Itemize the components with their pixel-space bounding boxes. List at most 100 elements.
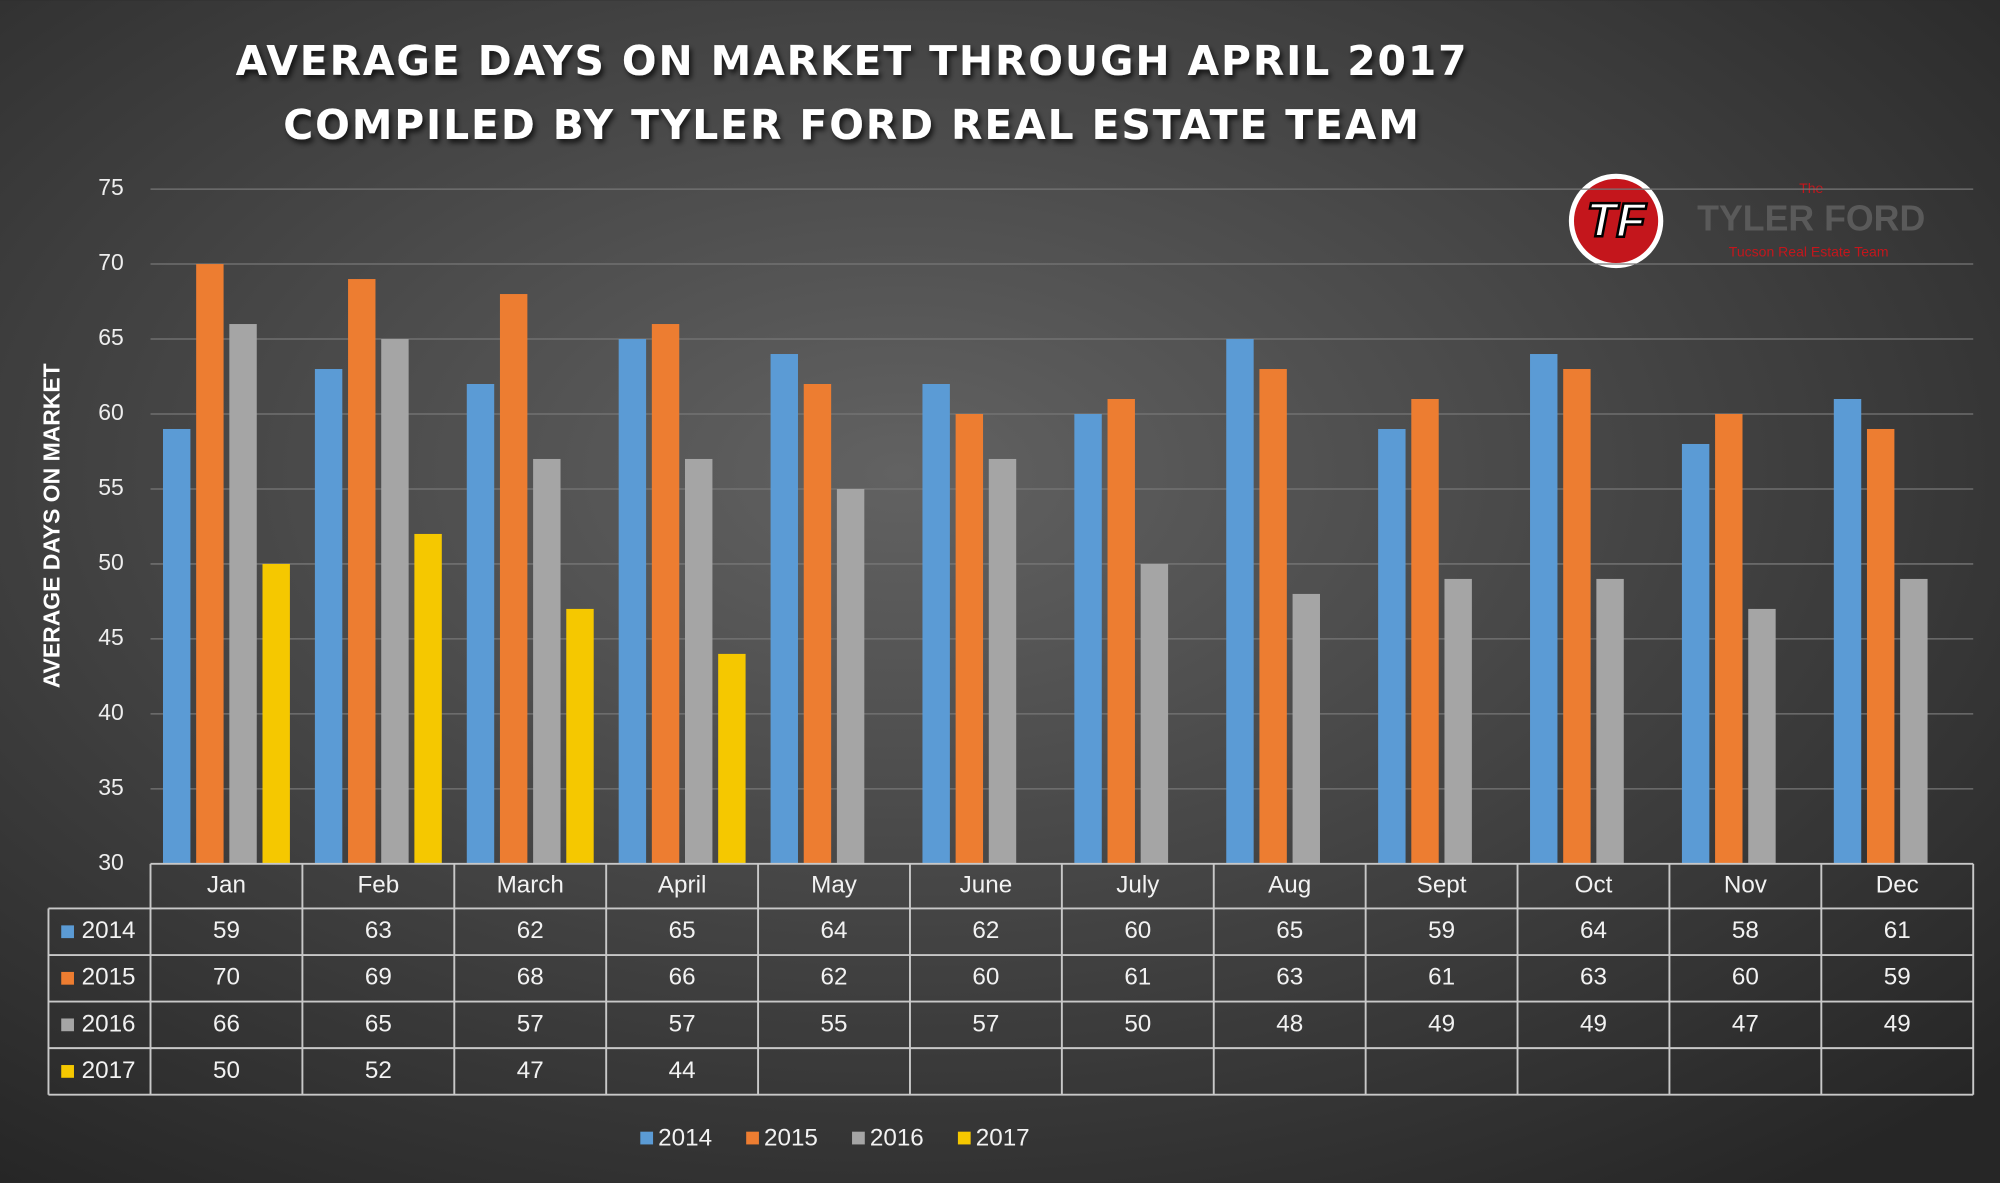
bar — [1596, 578, 1624, 864]
y-tick-label: 50 — [98, 549, 124, 575]
bar — [803, 384, 832, 864]
x-tick-label: Jan — [207, 872, 246, 899]
bar — [1107, 398, 1135, 864]
bar — [1900, 578, 1928, 864]
legend-swatch — [852, 1131, 865, 1145]
table-value: 70 — [213, 964, 240, 991]
table-value: 66 — [213, 1010, 240, 1037]
legend-swatch — [746, 1131, 759, 1145]
logo-name: TYLER FORD — [1697, 198, 1925, 238]
table-value: 61 — [1884, 917, 1911, 944]
table-value: 58 — [1732, 917, 1759, 944]
bar — [770, 354, 798, 864]
legend-label: 2015 — [764, 1125, 818, 1152]
x-tick-label: Aug — [1268, 872, 1311, 899]
x-tick-label: April — [658, 872, 706, 899]
y-tick-label: 60 — [98, 399, 124, 425]
table-value: 62 — [517, 917, 544, 944]
logo-tagline: Tucson Real Estate Team — [1729, 244, 1889, 260]
table-value: 60 — [1124, 917, 1151, 944]
table-value: 64 — [1580, 917, 1607, 944]
bar — [499, 294, 528, 864]
y-tick-label: 65 — [98, 324, 124, 350]
row-label: 2017 — [82, 1057, 136, 1084]
bar — [685, 458, 713, 864]
bar — [1140, 563, 1169, 864]
bar — [314, 369, 343, 864]
x-tick-label: May — [811, 872, 858, 899]
x-tick-label: Feb — [357, 872, 399, 899]
row-label: 2016 — [82, 1010, 136, 1037]
table-value: 44 — [669, 1057, 696, 1084]
bar — [466, 384, 495, 864]
table-value: 61 — [1124, 964, 1151, 991]
bar — [1563, 369, 1591, 864]
table-value: 49 — [1580, 1010, 1607, 1037]
bar — [1292, 593, 1320, 864]
chart-title: AVERAGE DAYS ON MARKET THROUGH APRIL 201… — [236, 37, 1469, 85]
bar — [1074, 413, 1102, 864]
bar — [955, 413, 984, 864]
table-value: 48 — [1276, 1010, 1303, 1037]
table-value: 69 — [365, 964, 392, 991]
bar — [1378, 428, 1406, 864]
bar — [1715, 413, 1743, 864]
bar — [1259, 369, 1287, 864]
x-tick-label: Nov — [1724, 872, 1768, 899]
legend-label: 2014 — [658, 1125, 712, 1152]
table-value: 59 — [1884, 964, 1911, 991]
table-value: 63 — [1580, 964, 1607, 991]
table-value: 66 — [669, 964, 696, 991]
y-tick-label: 40 — [98, 699, 124, 725]
table-value: 64 — [821, 917, 848, 944]
legend-swatch — [957, 1131, 971, 1145]
table-value: 52 — [365, 1057, 392, 1084]
x-tick-label: June — [960, 872, 1013, 899]
legend-swatch — [61, 971, 74, 985]
bar — [414, 533, 442, 864]
table-value: 62 — [821, 964, 848, 991]
legend-label: 2016 — [870, 1125, 924, 1152]
legend-swatch — [640, 1131, 654, 1145]
table-value: 63 — [1276, 964, 1303, 991]
legend-swatch — [61, 1065, 74, 1078]
bar — [533, 458, 561, 864]
x-tick-label: March — [497, 872, 564, 899]
table-value: 60 — [972, 964, 999, 991]
legend-swatch — [61, 1018, 74, 1032]
y-tick-label: 70 — [98, 249, 124, 275]
legend-swatch — [61, 925, 74, 939]
y-tick-label: 35 — [98, 774, 124, 800]
table-value: 57 — [517, 1010, 544, 1037]
bar — [718, 653, 746, 864]
legend-label: 2017 — [976, 1125, 1030, 1152]
table-value: 60 — [1732, 964, 1759, 991]
bar — [1833, 398, 1862, 864]
bar — [566, 608, 594, 864]
table-value: 50 — [1124, 1010, 1151, 1037]
bar — [651, 324, 680, 864]
chart-subtitle: COMPILED BY TYLER FORD REAL ESTATE TEAM — [283, 101, 1421, 149]
table-value: 57 — [669, 1010, 696, 1037]
logo: TF The TYLER FORD Tucson Real Estate Tea… — [1568, 173, 1925, 269]
bar — [988, 458, 1017, 864]
table-value: 65 — [1276, 917, 1303, 944]
bar — [229, 324, 257, 864]
bar — [1444, 578, 1472, 864]
table-value: 68 — [517, 964, 544, 991]
bar — [262, 563, 290, 864]
bar — [836, 488, 865, 864]
x-tick-label: Oct — [1575, 872, 1613, 899]
table-value: 59 — [1428, 917, 1455, 944]
y-tick-label: 45 — [98, 624, 124, 650]
table-value: 47 — [517, 1057, 544, 1084]
y-tick-label: 75 — [98, 174, 124, 200]
bar — [1226, 339, 1254, 864]
bar — [381, 339, 409, 864]
bar — [196, 264, 224, 864]
table-value: 57 — [972, 1010, 999, 1037]
table-value: 65 — [365, 1010, 392, 1037]
y-axis-label: AVERAGE DAYS ON MARKET — [39, 363, 65, 688]
table-value: 65 — [669, 917, 696, 944]
